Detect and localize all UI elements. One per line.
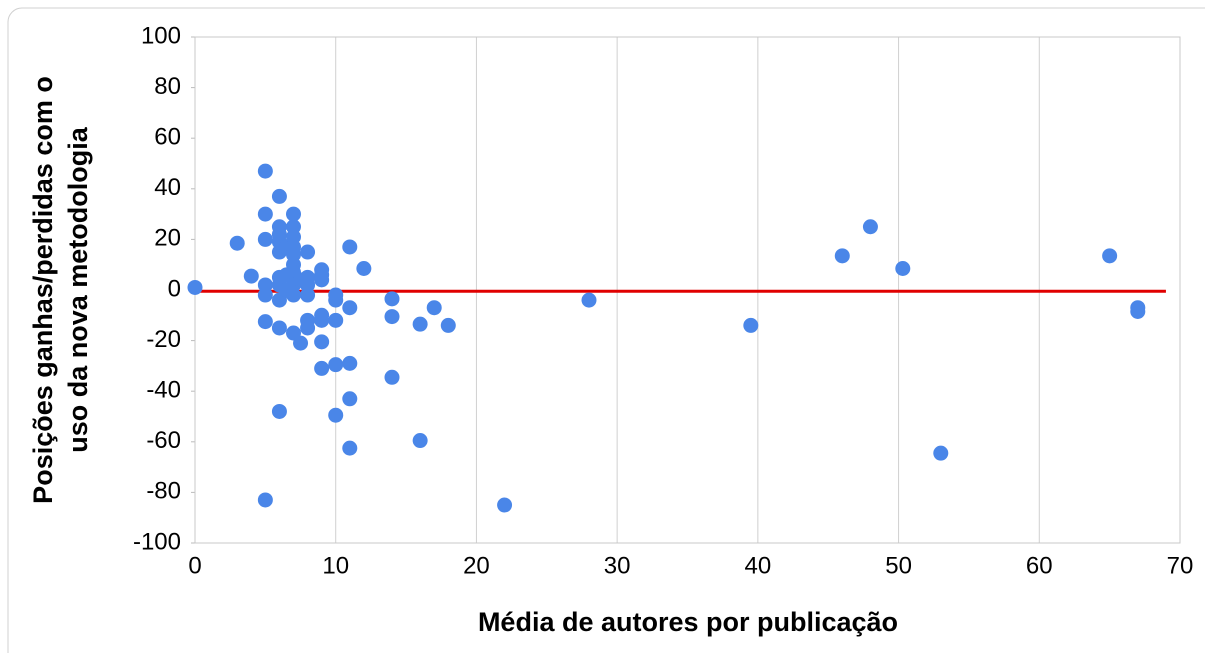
point bbox=[293, 335, 309, 351]
point bbox=[328, 292, 344, 308]
point bbox=[314, 360, 330, 376]
point bbox=[314, 312, 330, 328]
y-tick-label: 100 bbox=[141, 22, 181, 49]
point bbox=[384, 369, 400, 385]
point bbox=[271, 320, 287, 336]
point bbox=[342, 391, 358, 407]
point bbox=[426, 300, 442, 316]
point bbox=[257, 163, 273, 179]
y-tick-label: 20 bbox=[154, 225, 181, 252]
point bbox=[1130, 304, 1146, 320]
x-tick-label: 60 bbox=[1026, 552, 1053, 579]
point bbox=[834, 248, 850, 264]
y-tick-label: -80 bbox=[146, 478, 181, 505]
point bbox=[933, 445, 949, 461]
x-tick-label: 70 bbox=[1167, 552, 1194, 579]
x-tick-label: 10 bbox=[322, 552, 349, 579]
y-tick-label: 0 bbox=[168, 275, 181, 302]
y-tick-label: -40 bbox=[146, 377, 181, 404]
point bbox=[257, 314, 273, 330]
y-axis-title: Posições ganhas/perdidas com o bbox=[28, 76, 58, 504]
x-tick-label: 40 bbox=[745, 552, 772, 579]
point bbox=[384, 291, 400, 307]
point bbox=[342, 355, 358, 371]
point bbox=[286, 287, 301, 303]
point bbox=[356, 260, 372, 276]
point bbox=[229, 235, 245, 251]
point bbox=[497, 497, 513, 513]
point bbox=[1102, 248, 1118, 264]
point bbox=[440, 317, 456, 333]
x-tick-label: 20 bbox=[463, 552, 490, 579]
point bbox=[743, 317, 759, 333]
point bbox=[384, 309, 400, 325]
point bbox=[257, 206, 273, 222]
point bbox=[328, 312, 344, 328]
y-axis-title: uso da nova metodologia bbox=[63, 126, 93, 453]
point bbox=[328, 357, 344, 373]
point bbox=[243, 268, 259, 284]
point bbox=[342, 239, 358, 255]
x-tick-label: 0 bbox=[188, 552, 201, 579]
point bbox=[300, 244, 316, 260]
point bbox=[257, 287, 273, 303]
y-tick-label: -20 bbox=[146, 326, 181, 353]
point bbox=[257, 492, 273, 508]
point bbox=[412, 433, 428, 449]
point bbox=[895, 260, 911, 276]
y-tick-label: -100 bbox=[133, 528, 181, 555]
point bbox=[328, 407, 344, 423]
point bbox=[187, 279, 203, 295]
point bbox=[412, 316, 428, 332]
point bbox=[271, 403, 287, 419]
x-tick-label: 30 bbox=[604, 552, 631, 579]
point bbox=[314, 272, 330, 288]
y-tick-label: 60 bbox=[154, 124, 181, 151]
point bbox=[300, 320, 316, 336]
y-tick-label: -60 bbox=[146, 427, 181, 454]
card bbox=[7, 7, 1205, 658]
point bbox=[300, 287, 316, 303]
point bbox=[342, 440, 358, 456]
point bbox=[862, 219, 878, 235]
point bbox=[342, 300, 358, 316]
point bbox=[286, 206, 301, 222]
point bbox=[581, 292, 597, 308]
point bbox=[271, 188, 287, 204]
x-tick-label: 50 bbox=[885, 552, 912, 579]
point bbox=[257, 231, 273, 247]
x-axis-title: Média de autores por publicação bbox=[478, 607, 898, 637]
y-tick-label: 80 bbox=[154, 73, 181, 100]
y-tick-label: 40 bbox=[154, 174, 181, 201]
point bbox=[314, 334, 330, 350]
